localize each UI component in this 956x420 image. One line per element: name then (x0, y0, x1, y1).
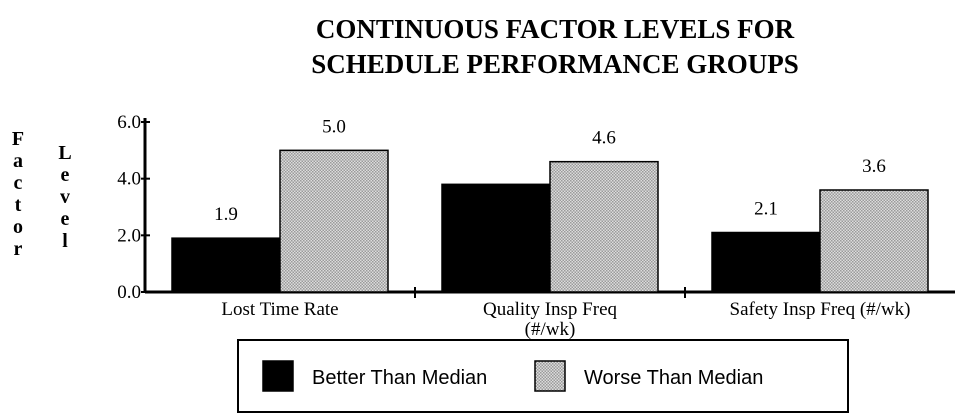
legend-swatch (534, 360, 566, 392)
data-label: 4.6 (592, 128, 616, 149)
legend-box (237, 339, 849, 413)
y-tick-label: 6.0 (117, 112, 141, 133)
legend-label: Worse Than Median (584, 367, 763, 389)
y-axis-label: Factor (7, 128, 29, 260)
legend-swatch (262, 360, 294, 392)
data-label: 1.9 (214, 204, 238, 225)
y-tick-label: 0.0 (117, 282, 141, 303)
data-label: 2.1 (754, 199, 778, 220)
x-tick-label: Lost Time Rate (221, 299, 339, 320)
x-tick-label: Quality Insp Freq (#/wk) (482, 299, 618, 340)
y-axis-label: Level (54, 142, 76, 252)
legend-label: Better Than Median (312, 367, 487, 389)
bar (441, 183, 551, 293)
data-label: 3.6 (862, 156, 886, 177)
bar (279, 149, 389, 293)
y-tick-label: 4.0 (117, 169, 141, 190)
x-tick-label: Safety Insp Freq (#/wk) (729, 299, 911, 320)
chart-title: SCHEDULE PERFORMANCE GROUPS (311, 49, 799, 79)
chart-title: CONTINUOUS FACTOR LEVELS FOR (316, 14, 795, 44)
y-tick-label: 2.0 (117, 225, 141, 246)
bar (711, 231, 821, 293)
bar (171, 237, 281, 293)
data-label: 5.0 (322, 116, 346, 137)
bar (819, 189, 929, 293)
bar (549, 160, 659, 293)
